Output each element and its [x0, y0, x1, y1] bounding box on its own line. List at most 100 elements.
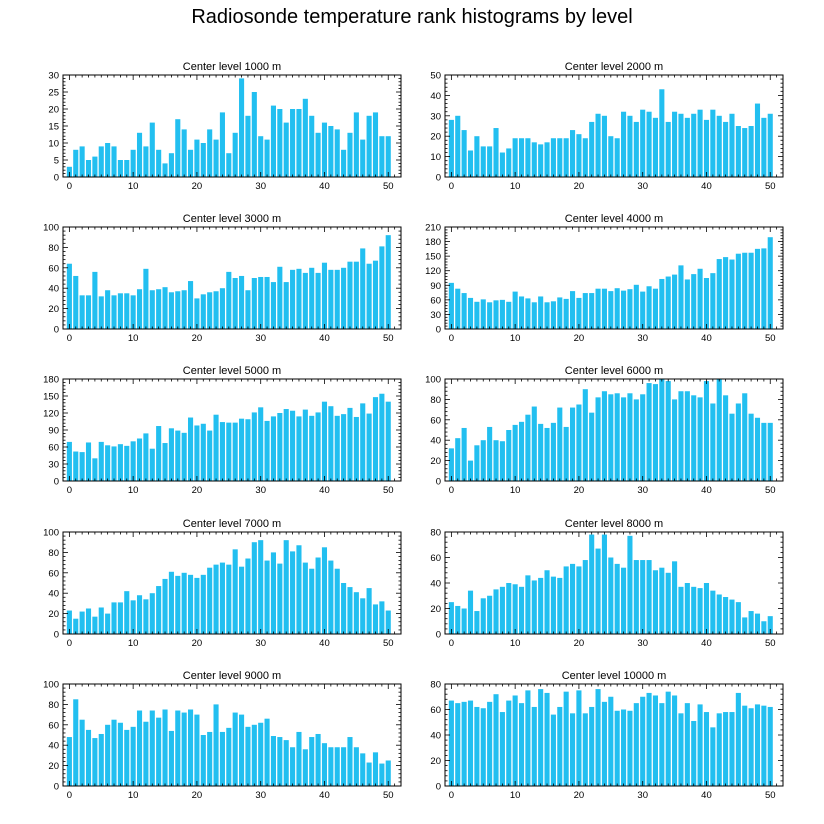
panel-9-bar: [92, 738, 98, 786]
panel-6-bar: [627, 393, 633, 481]
panel-3-bar: [105, 290, 111, 329]
panel-5-xtick-label: 10: [128, 485, 139, 496]
panel-4-bar: [684, 279, 690, 329]
panel-2-bar: [697, 109, 703, 177]
panel-6-bar: [691, 395, 697, 481]
panel-6-bar: [665, 381, 671, 481]
panel-10-bar: [531, 706, 537, 786]
panel-8-bar: [461, 608, 467, 634]
panel-4-bar: [518, 296, 525, 329]
panel-1-bar: [181, 129, 187, 177]
panel-2-bar: [582, 138, 588, 177]
panel-7-bar: [79, 611, 85, 634]
panel-3-ytick-label: 20: [48, 304, 59, 315]
panel-6-xtick-label: 50: [765, 485, 776, 496]
panel-8-bar: [455, 605, 461, 634]
panel-3-xtick-label: 50: [383, 333, 394, 344]
panel-6-bar: [531, 406, 537, 481]
panel-5-bar: [321, 401, 328, 481]
panel-6-bar: [448, 448, 454, 481]
panel-6-bar: [659, 379, 665, 481]
panel-10-bar: [742, 705, 748, 786]
panel-1-xtick-label: 20: [192, 181, 203, 192]
panel-9-bar: [79, 719, 85, 786]
panel-3-ytick-label: 80: [48, 243, 59, 254]
panel-4-bar: [608, 291, 614, 329]
panel-9-ytick-label: 40: [48, 741, 59, 752]
panel-2-bar: [608, 136, 614, 177]
panel-7-bar: [219, 562, 225, 634]
panel-4-bar: [659, 278, 665, 329]
panel-9-bar: [188, 709, 194, 786]
panel-5-bar: [136, 438, 143, 481]
panel-4-bar: [506, 301, 512, 329]
panel-1-bar: [149, 122, 155, 177]
panel-9-ytick-label: 100: [43, 680, 59, 691]
panel-8-bar: [467, 590, 474, 634]
panel-2-bar: [493, 128, 499, 177]
panel-8-xtick-label: 10: [510, 638, 521, 649]
panel-3-bar: [328, 269, 334, 329]
panel-10-bar: [640, 696, 646, 786]
panel-2-xtick-label: 50: [765, 181, 776, 192]
panel-8-bar: [742, 617, 748, 634]
panel-6-xtick-label: 30: [637, 485, 648, 496]
panel-3-ytick-label: 100: [43, 223, 59, 234]
panel-7-bar: [194, 577, 200, 634]
panel-4-bar: [652, 288, 658, 329]
panel-7-bar: [105, 613, 111, 634]
panel-4-bar: [703, 278, 710, 329]
panel-4-bar: [601, 288, 607, 329]
panel-2-xtick-label: 30: [637, 181, 648, 192]
panel-1-ytick-label: 5: [54, 156, 59, 167]
panel-2-bar: [665, 121, 671, 177]
panel-10-bar: [461, 701, 467, 786]
panel-9-bar: [168, 730, 174, 786]
panel-7-ytick-label: 60: [48, 568, 59, 579]
panel-5-bar: [258, 407, 264, 481]
panel-8-title: Center level 8000 m: [565, 518, 663, 530]
panel-7-bar: [200, 574, 206, 634]
panel-1-bar: [79, 146, 85, 177]
panel-8-ytick-label: 80: [430, 528, 441, 539]
panel-3-ytick-label: 0: [54, 325, 59, 336]
panel-2-bar: [512, 138, 518, 177]
panel-1-bar: [162, 163, 168, 177]
panel-3-bar: [264, 276, 270, 329]
panel-6-bar: [621, 397, 627, 481]
panel-1-bar: [334, 129, 340, 177]
panel-10-bar: [627, 710, 633, 786]
panel-2-bar: [633, 121, 639, 177]
panel-7-bar: [264, 560, 270, 634]
panel-5-bar: [245, 419, 251, 481]
panel-9-xtick-label: 20: [192, 790, 203, 801]
panel-6-bar: [678, 391, 684, 481]
panel-7-bar: [143, 599, 149, 634]
panel-3-xtick-label: 0: [67, 333, 72, 344]
panel-1-bar: [296, 109, 302, 177]
panel-6-bar: [672, 399, 678, 481]
panel-7-bar: [328, 560, 334, 634]
panel-5-ytick-label: 150: [43, 392, 59, 403]
panel-1-xtick-label: 40: [319, 181, 330, 192]
panel-7-bar: [366, 588, 372, 634]
panel-6-bar: [474, 445, 480, 481]
panel-9-bar: [309, 737, 315, 786]
panel-6-ytick-label: 100: [425, 375, 441, 386]
panel-1-ytick-label: 10: [48, 139, 59, 150]
panel-4-bar: [716, 259, 722, 329]
panel-6-title: Center level 6000 m: [565, 365, 663, 377]
panel-6-bar: [582, 389, 588, 481]
panel-6-bar: [512, 424, 518, 481]
panel-1-bar: [226, 153, 232, 177]
panel-7-bar: [321, 547, 328, 634]
panel-8-bar: [595, 548, 601, 634]
panel-2-bar: [710, 109, 716, 177]
panel-5-bar: [213, 414, 219, 481]
panel-9-bar: [85, 729, 92, 786]
panel-10-bar: [754, 704, 761, 786]
panel-4-xtick-label: 0: [449, 333, 454, 344]
panel-9-frame: [62, 683, 402, 787]
panel-7-ytick-label: 100: [43, 528, 59, 539]
panel-10-xtick-label: 40: [701, 790, 712, 801]
